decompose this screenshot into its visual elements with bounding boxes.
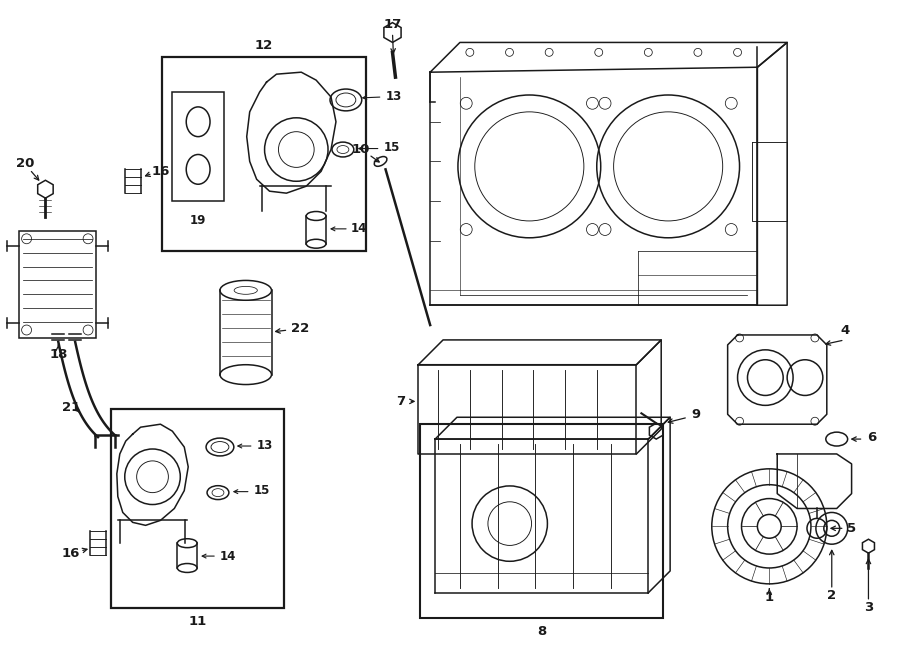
Text: 3: 3 <box>864 601 873 614</box>
Text: 14: 14 <box>351 222 367 235</box>
Bar <box>420 424 663 617</box>
Text: 13: 13 <box>256 438 273 451</box>
Text: 15: 15 <box>254 484 270 497</box>
Text: 7: 7 <box>396 395 405 408</box>
Text: 13: 13 <box>385 91 401 104</box>
Text: 18: 18 <box>50 348 68 362</box>
Text: 1: 1 <box>765 591 774 604</box>
Bar <box>111 409 284 607</box>
Text: 14: 14 <box>220 549 237 563</box>
Text: 16: 16 <box>151 165 169 178</box>
Bar <box>19 231 96 338</box>
Text: 10: 10 <box>352 143 370 156</box>
Text: 4: 4 <box>840 323 850 336</box>
Text: 15: 15 <box>383 141 400 154</box>
Bar <box>173 92 224 201</box>
Text: 11: 11 <box>188 615 207 628</box>
Bar <box>162 58 365 251</box>
Text: 2: 2 <box>827 589 836 602</box>
Text: 17: 17 <box>383 18 401 31</box>
Text: 16: 16 <box>62 547 80 560</box>
Text: 8: 8 <box>537 625 546 638</box>
Text: 12: 12 <box>255 39 274 52</box>
Text: 21: 21 <box>62 401 80 414</box>
Text: 6: 6 <box>867 430 876 444</box>
Text: 22: 22 <box>292 321 310 334</box>
Text: 5: 5 <box>847 522 856 535</box>
Text: 20: 20 <box>16 157 35 170</box>
Text: 9: 9 <box>691 408 700 421</box>
Text: 19: 19 <box>190 214 206 227</box>
